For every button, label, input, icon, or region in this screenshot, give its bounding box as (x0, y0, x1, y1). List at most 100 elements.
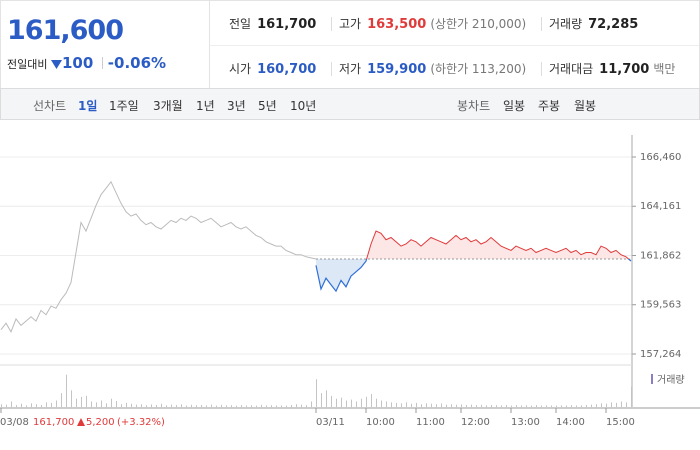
volume-bar (481, 404, 482, 407)
volume-bar (191, 404, 192, 407)
tab[interactable]: 3년 (227, 99, 246, 113)
volume-bar (186, 405, 187, 407)
volume-bar (506, 404, 507, 407)
volume-bar (271, 405, 272, 407)
y-tick-label: 157,264 (640, 349, 681, 360)
legend-swatch (651, 374, 653, 384)
volume-bar (251, 405, 252, 407)
price-box: 161,600 전일대비 100 -0.06% (1, 1, 210, 89)
tab[interactable]: 1년 (196, 99, 215, 113)
tab[interactable]: 주봉 (538, 99, 561, 113)
tab[interactable]: 3개월 (153, 99, 183, 113)
volume-bar (166, 405, 167, 407)
stat: 전일 161,700 (229, 15, 316, 32)
volume-bar (391, 402, 392, 407)
volume-bar (6, 404, 7, 407)
volume-bar (551, 405, 552, 407)
tab[interactable]: 1일 (78, 99, 98, 113)
stat-value: 161,700 (257, 17, 317, 32)
volume-bar (601, 403, 602, 407)
x-tick-label: 11:00 (416, 417, 445, 428)
stat: 저가 159,900 (하한가 113,200) (339, 60, 526, 77)
legend-label: 거래량 (657, 374, 685, 386)
volume-bar (56, 400, 57, 407)
stat-value: 160,700 (257, 62, 317, 77)
tab[interactable]: 월봉 (574, 99, 597, 113)
volume-bar (81, 396, 82, 407)
tab[interactable]: 5년 (258, 99, 277, 113)
tab[interactable]: 일봉 (503, 99, 526, 113)
up-arrow (77, 418, 85, 426)
tab[interactable]: 10년 (290, 99, 317, 113)
price: 161,600 (7, 15, 124, 46)
volume-bar (106, 403, 107, 407)
volume-bar (576, 405, 577, 407)
volume-bar (591, 404, 592, 407)
stat-note: (하한가 113,200) (430, 62, 527, 76)
volume-bar (596, 404, 597, 407)
volume-bar (616, 402, 617, 407)
volume-bar (91, 401, 92, 407)
volume-bar (176, 405, 177, 407)
volume-bar (376, 398, 377, 407)
volume-bar (211, 404, 212, 407)
volume-bar (206, 405, 207, 407)
volume-bar (216, 405, 217, 407)
stat-label: 저가 (339, 62, 362, 76)
volume-bar (536, 405, 537, 407)
volume-bar (486, 405, 487, 407)
volume-bar (231, 405, 232, 407)
volume-bar (161, 403, 162, 407)
x-tick-label: 13:00 (511, 417, 540, 428)
volume-bar (531, 405, 532, 407)
stat-value: 72,285 (588, 17, 639, 32)
volume-bar (336, 398, 337, 407)
volume-bar (441, 403, 442, 407)
volume-bar (131, 403, 132, 407)
volume-bar (31, 403, 32, 407)
stat-label: 거래대금 (549, 62, 594, 76)
area (316, 258, 631, 292)
volume-bar (111, 398, 112, 407)
volume-bar (511, 405, 512, 407)
volume-bar (116, 400, 117, 407)
stat-value: 159,900 (367, 62, 427, 77)
y-tick-label: 164,161 (640, 201, 681, 212)
volume-bar (11, 401, 12, 407)
volume-bar (51, 402, 52, 407)
volume-bar (76, 398, 77, 407)
stat: 거래량 72,285 (549, 15, 638, 32)
change-rate: -0.06% (107, 54, 167, 72)
volume-bar (401, 403, 402, 407)
volume-bar (296, 404, 297, 407)
volume-bar (366, 396, 367, 407)
prev-rate: (+3.32%) (117, 417, 165, 428)
volume-bar (241, 405, 242, 407)
line (366, 230, 630, 259)
quote-header: 161,600 전일대비 100 -0.06% 전일 161,700 고가 163,5… (0, 0, 700, 89)
volume-bar (41, 404, 42, 407)
volume-bar (496, 405, 497, 407)
volume-bar (121, 404, 122, 407)
volume-bar (541, 405, 542, 407)
stat-label: 고가 (339, 17, 362, 31)
volume-bar (581, 405, 582, 407)
stat-label: 시가 (229, 62, 252, 76)
volume-bar (556, 405, 557, 407)
volume-bar (321, 393, 322, 407)
volume-bar (346, 400, 347, 407)
volume-bar (406, 402, 407, 407)
volume-bar (626, 402, 627, 407)
tab[interactable]: 1주일 (109, 99, 139, 113)
volume-bar (146, 405, 147, 407)
volume-bar (351, 399, 352, 407)
change-label: 전일대비 (7, 58, 48, 71)
volume-bar (66, 374, 67, 407)
volume-bar (421, 404, 422, 407)
volume-bar (456, 404, 457, 407)
volume-bar (326, 390, 327, 407)
volume-bar (446, 404, 447, 407)
volume-bar (431, 403, 432, 407)
volume-bar (281, 405, 282, 407)
chart: 166,460 164,161 161,862 159,563 157,264 03/08… (0, 135, 700, 428)
